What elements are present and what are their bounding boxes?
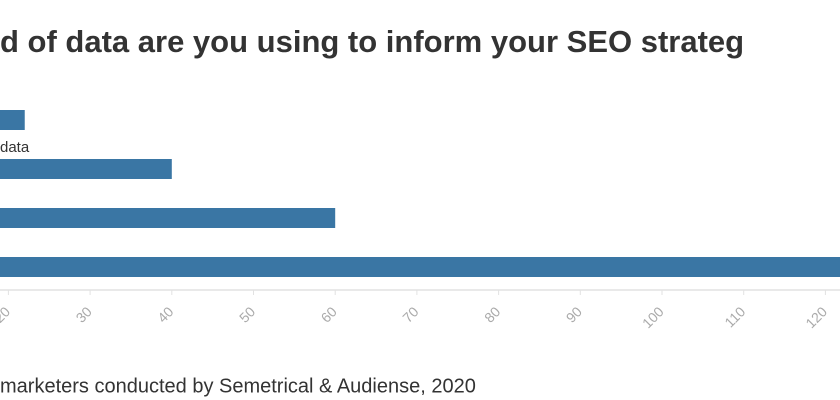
x-tick-label: 70 xyxy=(399,303,421,325)
x-tick-label: 80 xyxy=(481,303,503,325)
x-tick-label: 60 xyxy=(318,303,340,325)
x-tick-label: 90 xyxy=(563,303,585,325)
chart-source: marketers conducted by Semetrical & Audi… xyxy=(0,375,476,397)
x-tick-label: 110 xyxy=(721,303,748,330)
chart-title: d of data are you using to inform your S… xyxy=(0,24,744,59)
bar xyxy=(0,110,25,130)
x-tick-label: 40 xyxy=(154,303,176,325)
category-label: data xyxy=(0,139,30,156)
x-tick-label: 100 xyxy=(639,303,667,331)
bar xyxy=(0,257,840,277)
x-tick-label: 20 xyxy=(0,303,13,325)
x-tick-label: 50 xyxy=(236,303,258,325)
bar xyxy=(0,208,336,228)
bar xyxy=(0,159,172,179)
x-tick-label: 30 xyxy=(73,303,95,325)
x-tick-label: 120 xyxy=(802,303,830,331)
